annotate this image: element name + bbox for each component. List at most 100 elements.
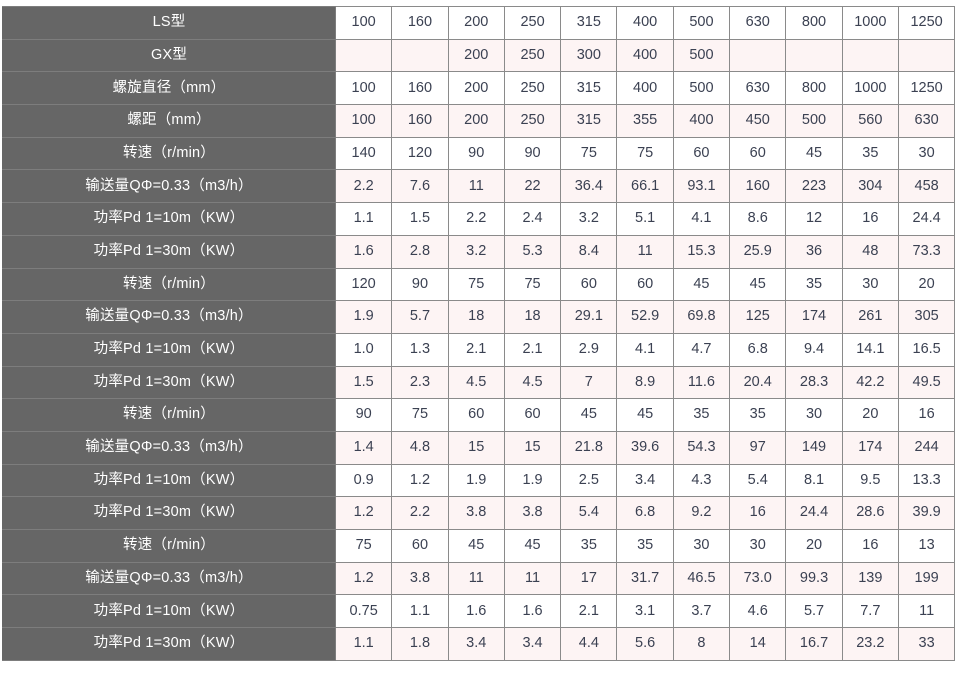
table-cell: 3.7 [672,594,731,629]
table-cell: 6.8 [729,332,787,367]
table-cell: 244 [897,430,956,465]
table-cell: 28.3 [785,365,843,400]
table-cell: 2.3 [391,365,449,400]
table-cell: 174 [785,300,843,334]
table-cell: 35 [729,398,787,432]
table-cell: 21.8 [560,430,618,465]
table-cell: 500 [672,71,731,106]
table-cell: 1.9 [447,463,505,498]
table-cell: 500 [672,38,731,73]
table-cell: 458 [897,169,956,204]
table-cell: 1.5 [391,202,449,236]
table-cell: 52.9 [616,300,674,334]
table-cell: 315 [560,6,618,40]
table-cell: 2.2 [391,496,449,530]
table-row: 输送量QΦ=0.33（m3/h） 2.2 7.6 11 22 36.4 66.1 93.1 16… [2,169,956,204]
table-cell: 160 [391,104,449,138]
table-cell: 3.4 [616,463,674,498]
table-cell: 45 [560,398,618,432]
table-cell: 54.3 [672,430,731,465]
table-cell: 69.8 [672,300,731,334]
row-label-power: 功率Pd 1=30m（KW） [2,496,336,530]
table-cell: 7.6 [391,169,449,204]
table-cell: 11 [447,169,505,204]
table-row: 输送量QΦ=0.33（m3/h） 1.2 3.8 11 11 17 31.7 46.5 73.0… [2,561,956,596]
table-cell: 2.1 [447,332,505,367]
table-cell: 500 [785,104,843,138]
table-cell: 2.8 [391,234,449,269]
table-cell: 400 [672,104,731,138]
table-row: 螺距（mm） 100 160 200 250 315 355 400 450 500 560 630 [2,104,956,138]
table-cell: 42.2 [841,365,899,400]
table-cell: 90 [447,136,505,171]
table-cell: 1.0 [334,332,393,367]
table-cell: 315 [560,71,618,106]
table-cell: 1.9 [503,463,562,498]
table-cell: 90 [503,136,562,171]
table-cell: 45 [785,136,843,171]
table-cell: 99.3 [785,561,843,596]
table-cell: 16 [729,496,787,530]
table-cell: 3.4 [503,627,562,661]
table-cell: 4.5 [447,365,505,400]
table-cell: 3.8 [391,561,449,596]
table-cell: 35 [785,267,843,302]
table-cell: 120 [391,136,449,171]
table-cell: 35 [616,529,674,563]
table-cell: 48 [841,234,899,269]
table-cell: 17 [560,561,618,596]
table-cell: 3.1 [616,594,674,629]
table-cell: 39.6 [616,430,674,465]
table-cell: 1250 [897,71,956,106]
table-cell: 20 [785,529,843,563]
table-cell: 97 [729,430,787,465]
table-cell: 1.8 [391,627,449,661]
table-cell: 400 [616,38,674,73]
table-cell: 355 [616,104,674,138]
table-cell: 15 [447,430,505,465]
table-cell: 49.5 [897,365,956,400]
table-cell: 160 [391,71,449,106]
row-label-speed: 转速（r/min） [2,136,336,171]
table-cell: 4.3 [672,463,731,498]
table-cell: 1.3 [391,332,449,367]
table-cell: 75 [503,267,562,302]
table-cell: 2.1 [560,594,618,629]
table-cell: 2.1 [503,332,562,367]
table-cell: 73.3 [897,234,956,269]
table-cell: 1.1 [334,202,393,236]
table-cell: 400 [616,6,674,40]
table-cell: 6.8 [616,496,674,530]
table-cell: 4.8 [391,430,449,465]
table-cell [334,38,393,73]
table-cell: 30 [729,529,787,563]
table-cell: 20 [841,398,899,432]
table-cell: 261 [841,300,899,334]
row-label-power: 功率Pd 1=10m（KW） [2,463,336,498]
table-cell [841,38,899,73]
table-cell: 160 [391,6,449,40]
table-cell: 2.2 [334,169,393,204]
table-cell: 4.6 [729,594,787,629]
table-cell: 1000 [841,71,899,106]
row-label-speed: 转速（r/min） [2,267,336,302]
table-cell: 8.1 [785,463,843,498]
table-row: 转速（r/min） 140 120 90 90 75 75 60 60 45 35 30 [2,136,956,171]
table-cell: 16.5 [897,332,956,367]
table-cell: 33 [897,627,956,661]
table-row: 输送量QΦ=0.33（m3/h） 1.9 5.7 18 18 29.1 52.9 69.8 12… [2,300,956,334]
table-row: 功率Pd 1=10m（KW） 1.1 1.5 2.2 2.4 3.2 5.1 4.1 8.6 12… [2,202,956,236]
table-body: LS型 100 160 200 250 315 400 500 630 800 1000 1250 GX… [2,6,956,661]
table-cell: 75 [391,398,449,432]
table-cell: 140 [334,136,393,171]
table-cell: 2.9 [560,332,618,367]
table-cell: 14 [729,627,787,661]
table-cell: 4.7 [672,332,731,367]
table-cell: 8.9 [616,365,674,400]
table-cell: 4.1 [672,202,731,236]
table-cell: 5.3 [503,234,562,269]
table-cell: 66.1 [616,169,674,204]
table-cell: 22 [503,169,562,204]
table-cell: 7 [560,365,618,400]
table-cell: 45 [616,398,674,432]
